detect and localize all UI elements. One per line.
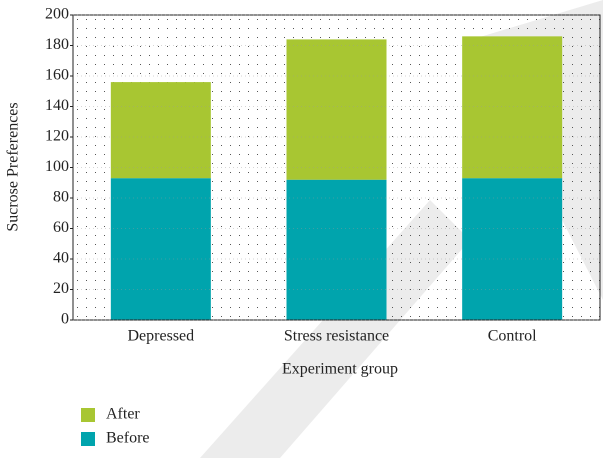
bar-segment — [286, 179, 387, 320]
x-tick-label: Depressed — [128, 328, 195, 345]
x-tick-label: Control — [488, 328, 537, 345]
y-tick-label: 80 — [53, 189, 69, 206]
y-tick-label: 20 — [53, 280, 69, 297]
y-tick-label: 100 — [45, 158, 69, 175]
y-tick-label: 160 — [45, 67, 69, 84]
x-axis-label: Experiment group — [282, 361, 398, 378]
y-tick-label: 180 — [45, 36, 69, 53]
y-axis-label: Sucrose Preferences — [5, 102, 22, 231]
bar-segment — [462, 36, 563, 179]
bar-segment — [462, 178, 563, 320]
y-tick-label: 40 — [53, 250, 69, 267]
legend-label: After — [106, 406, 140, 423]
legend-label: Before — [106, 430, 150, 447]
y-tick-label: 0 — [61, 311, 69, 328]
x-tick-label: Stress resistance — [284, 328, 389, 345]
legend-swatch — [81, 408, 95, 422]
bar-segment — [286, 39, 387, 180]
bar-segment — [110, 178, 211, 320]
bar-segment — [110, 82, 211, 179]
y-tick-label: 120 — [45, 128, 69, 145]
legend-swatch — [81, 432, 95, 446]
y-tick-label: 60 — [53, 219, 69, 236]
y-tick-label: 140 — [45, 97, 69, 114]
y-tick-label: 200 — [45, 6, 69, 23]
